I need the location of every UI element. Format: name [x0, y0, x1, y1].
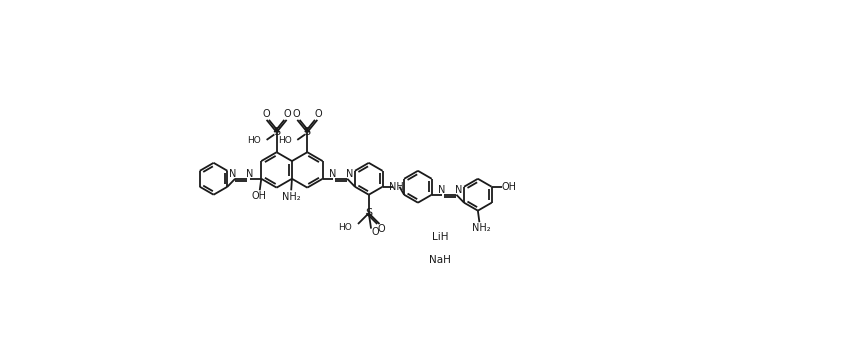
Text: N: N: [245, 169, 253, 179]
Text: O: O: [283, 110, 291, 119]
Text: N: N: [346, 169, 353, 179]
Text: N: N: [454, 185, 462, 195]
Text: HO: HO: [247, 136, 261, 145]
Text: NaH: NaH: [429, 255, 450, 265]
Text: NH₂: NH₂: [472, 223, 491, 233]
Text: N: N: [329, 169, 336, 179]
Text: O: O: [292, 110, 300, 119]
Text: O: O: [262, 110, 269, 119]
Text: O: O: [314, 110, 321, 119]
Text: HO: HO: [278, 136, 291, 145]
Text: NH: NH: [389, 182, 403, 192]
Text: O: O: [377, 224, 384, 234]
Text: OH: OH: [500, 182, 515, 192]
Text: S: S: [365, 208, 371, 218]
Text: NH₂: NH₂: [281, 192, 300, 202]
Text: S: S: [303, 127, 310, 137]
Text: N: N: [438, 185, 445, 195]
Text: O: O: [371, 227, 379, 237]
Text: HO: HO: [337, 223, 351, 232]
Text: S: S: [273, 127, 279, 137]
Text: N: N: [229, 169, 236, 179]
Text: OH: OH: [251, 192, 266, 201]
Text: LiH: LiH: [431, 232, 447, 242]
